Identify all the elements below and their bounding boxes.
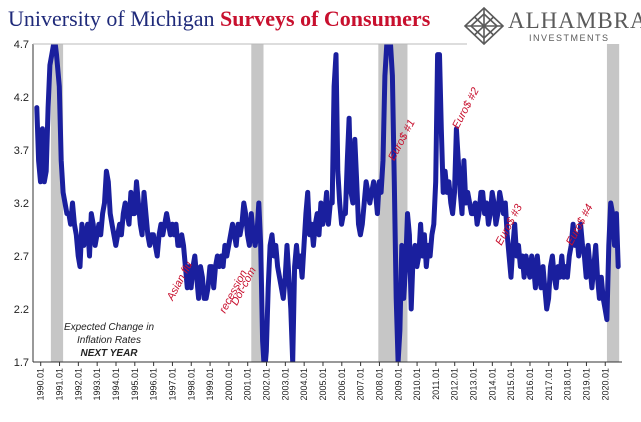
x-tick-label: 2009.01 <box>393 368 403 401</box>
series-group <box>34 44 621 362</box>
y-tick-label: 4.2 <box>14 92 29 104</box>
x-tick-label: 2005.01 <box>318 368 328 401</box>
logo-subtitle: INVESTMENTS <box>529 33 610 43</box>
y-tick-label: 2.2 <box>14 304 29 316</box>
chart-title: University of Michigan Surveys of Consum… <box>8 6 430 32</box>
x-tick-label: 1997.01 <box>167 368 177 401</box>
x-tick-label: 2004.01 <box>299 368 309 401</box>
x-tick-label: 2018.01 <box>563 368 573 401</box>
x-tick-label: 2014.01 <box>487 368 497 401</box>
note-line: NEXT YEAR <box>80 348 138 359</box>
x-tick-label: 2001.01 <box>243 368 253 401</box>
x-tick-label: 1994.01 <box>111 368 121 401</box>
x-tick-label: 2011.01 <box>431 368 441 400</box>
title-part-1: University of Michigan <box>8 6 221 31</box>
x-tick-label: 2013.01 <box>469 368 479 401</box>
x-tick-label: 2019.01 <box>581 368 591 401</box>
annotation-label: Euro$ #2 <box>450 86 482 131</box>
x-tick-label: 2002.01 <box>262 368 272 401</box>
x-tick-label: 1992.01 <box>73 368 83 401</box>
x-tick-label: 1995.01 <box>130 368 140 401</box>
note-line: Inflation Rates <box>77 335 141 346</box>
x-tick-label: 2007.01 <box>356 368 366 401</box>
x-tick-label: 2012.01 <box>450 368 460 401</box>
x-tick-label: 2015.01 <box>506 368 516 401</box>
title-part-2: Surveys of Consumers <box>220 6 431 31</box>
note-line: Expected Change in <box>64 322 155 333</box>
legend-note: Expected Change in Inflation Rates NEXT YE… <box>64 322 155 359</box>
x-tick-label: 2010.01 <box>412 368 422 401</box>
x-tick-label: 1999.01 <box>205 368 215 401</box>
y-tick-label: 2.7 <box>14 251 29 263</box>
x-tick-label: 1990.01 <box>36 368 46 401</box>
x-tick-label: 2017.01 <box>544 368 554 401</box>
x-tick-label: 2000.01 <box>224 368 234 401</box>
series-line <box>34 44 621 362</box>
x-tick-label: 2016.01 <box>525 368 535 401</box>
axes-group: 1.7 2.2 2.7 3.2 3.7 4.2 4.7 1990.01 1991.01 1992.… <box>14 39 622 401</box>
x-tick-label: 2006.01 <box>337 368 347 401</box>
y-tick-label: 1.7 <box>14 357 29 369</box>
x-tick-label: 1998.01 <box>186 368 196 401</box>
alhambra-logo: ALHAMBRA INVESTMENTS <box>463 6 641 46</box>
x-tick-label: 2020.01 <box>600 368 610 401</box>
logo-name: ALHAMBRA <box>508 8 641 33</box>
x-tick-label: 1993.01 <box>92 368 102 401</box>
x-tick-label: 2003.01 <box>280 368 290 401</box>
y-tick-label: 3.2 <box>14 198 29 210</box>
x-tick-label: 2008.01 <box>374 368 384 401</box>
x-tick-label: 1996.01 <box>149 368 159 401</box>
y-tick-label: 3.7 <box>14 145 29 157</box>
y-tick-label: 4.7 <box>14 39 29 51</box>
alhambra-diamond-icon <box>463 6 505 46</box>
x-tick-label: 1991.01 <box>55 368 65 401</box>
